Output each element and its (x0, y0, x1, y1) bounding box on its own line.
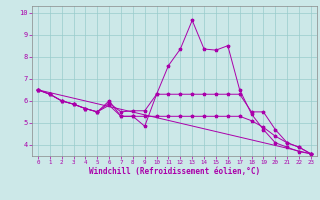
X-axis label: Windchill (Refroidissement éolien,°C): Windchill (Refroidissement éolien,°C) (89, 167, 260, 176)
